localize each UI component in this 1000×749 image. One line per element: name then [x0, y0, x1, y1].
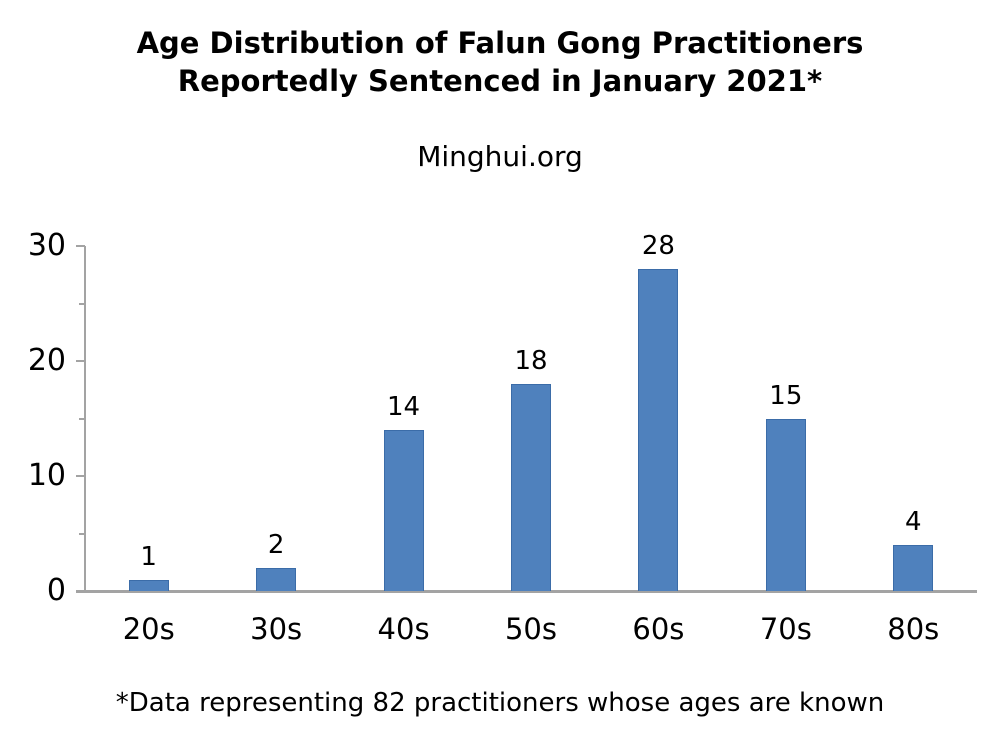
x-axis-label: 50s: [504, 612, 557, 646]
y-axis-label: 20: [27, 343, 66, 378]
y-axis-minor-tick: [79, 532, 85, 535]
x-axis-label: 30s: [250, 612, 303, 646]
chart-title-line1: Age Distribution of Falun Gong Practitio…: [136, 26, 864, 60]
y-axis-label: 30: [27, 228, 66, 263]
y-axis-major-tick: [76, 360, 85, 362]
bar: [128, 579, 169, 591]
chart-title: Age Distribution of Falun Gong Practitio…: [0, 24, 1000, 100]
bar: [638, 269, 679, 591]
x-axis-line: [76, 590, 977, 593]
y-axis-line: [84, 246, 86, 593]
y-axis-minor-tick: [79, 302, 85, 305]
bar: [383, 430, 424, 591]
footnote: *Data representing 82 practitioners whos…: [115, 688, 885, 718]
bar-value-label: 4: [905, 507, 922, 537]
bar-value-label: 18: [514, 346, 548, 376]
bar-value-label: 15: [769, 380, 803, 411]
y-axis-label: 0: [46, 573, 66, 608]
x-axis-label: 70s: [759, 612, 812, 646]
bar-value-label: 2: [267, 530, 285, 560]
y-axis-major-tick: [76, 245, 85, 247]
chart-title-line2: Reportedly Sentenced in January 2021*: [177, 64, 823, 98]
bar: [893, 545, 934, 591]
bar: [256, 568, 297, 591]
x-axis-label: 40s: [377, 612, 430, 646]
bar: [511, 384, 551, 591]
bar: [765, 418, 806, 591]
y-axis-major-tick: [76, 475, 85, 477]
bar-value-label: 1: [140, 541, 157, 572]
y-axis-minor-tick: [79, 417, 85, 420]
chart-subtitle: Minghui.org: [417, 140, 583, 173]
x-axis-label: 80s: [887, 612, 940, 646]
bar-value-label: 14: [387, 392, 421, 422]
x-axis-label: 60s: [632, 612, 685, 646]
bar-value-label: 28: [641, 231, 675, 261]
x-axis-label: 20s: [122, 612, 175, 646]
y-axis-label: 10: [27, 458, 66, 493]
